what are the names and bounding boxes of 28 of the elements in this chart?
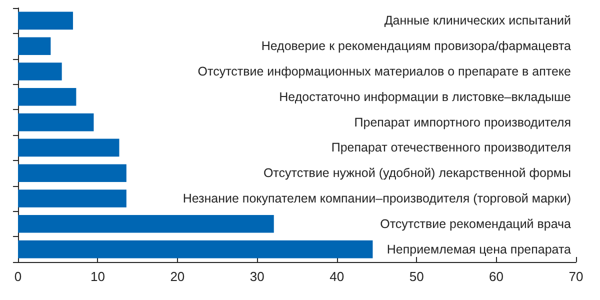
x-tick-label: 40 xyxy=(330,269,344,284)
y-tick-label: Данные клинических испытаний xyxy=(384,14,572,28)
x-tick-label: 60 xyxy=(489,269,504,284)
y-tick-label: Неприемлемая цена препарата xyxy=(386,242,572,256)
y-tick-label: Препарат отечественного производителя xyxy=(331,140,571,155)
y-tick-label: Отсутствие нужной (удобной) лекарственной формы xyxy=(263,166,572,180)
bar xyxy=(18,37,51,55)
x-tick-label: 10 xyxy=(90,269,105,284)
bar xyxy=(18,88,76,106)
x-tick-label: 0 xyxy=(14,269,22,284)
y-tick-label: Недостаточно информации в листовке–вкладыше xyxy=(279,90,572,104)
x-tick-label: 70 xyxy=(568,269,584,284)
bar xyxy=(18,62,62,80)
y-tick-label: Отсутствие информационных материалов о препарате в аптеке xyxy=(198,64,572,78)
bar xyxy=(18,190,126,208)
x-tick-label: 30 xyxy=(250,269,264,284)
x-tick-label: 50 xyxy=(409,269,424,284)
bar xyxy=(18,240,373,258)
bar xyxy=(18,12,74,30)
bar xyxy=(18,113,94,132)
bar xyxy=(18,138,120,157)
y-tick-label: Недоверие к рекомендациям провизора/фармацевта xyxy=(261,39,572,54)
bar xyxy=(18,164,126,182)
x-tick-label: 20 xyxy=(170,269,185,284)
bar xyxy=(18,215,274,233)
y-tick-label: Препарат импортного производителя xyxy=(354,115,571,130)
y-tick-label: Отсутствие рекомендаций врача xyxy=(380,216,572,231)
y-tick-label: Незнание покупателем компании–производителя (торговой марки) xyxy=(182,192,571,206)
